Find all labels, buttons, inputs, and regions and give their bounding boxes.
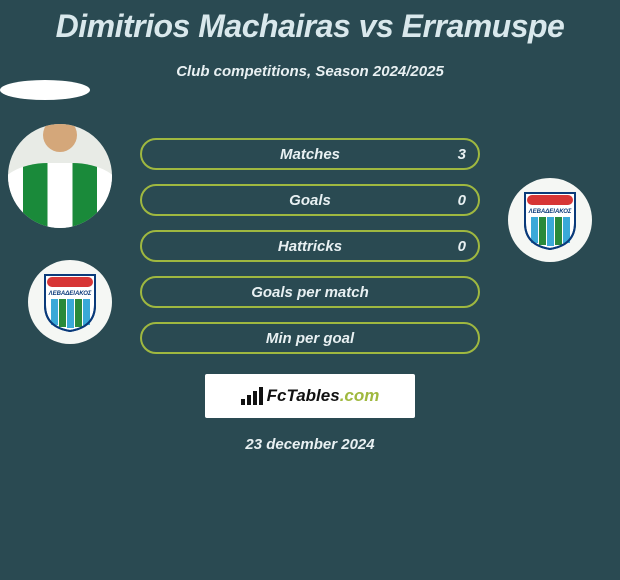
player2-avatar-placeholder <box>0 80 90 100</box>
brand-suffix: .com <box>340 386 380 405</box>
brand-prefix: FcTables <box>267 386 340 405</box>
bar-chart-icon <box>241 387 263 405</box>
stat-value-player1: 0 <box>458 192 466 209</box>
comparison-card: Dimitrios Machairas vs Erramuspe Club co… <box>0 0 620 453</box>
stat-label: Min per goal <box>266 330 354 347</box>
player2-club-badge: ΛΕΒΑΔΕΙΑΚΟΣ <box>508 178 592 262</box>
stat-row-goals: Goals 0 <box>140 184 480 216</box>
page-title: Dimitrios Machairas vs Erramuspe <box>0 0 620 45</box>
shield-icon: ΛΕΒΑΔΕΙΑΚΟΣ <box>41 271 99 333</box>
stat-row-min-per-goal: Min per goal <box>140 322 480 354</box>
stat-label: Matches <box>280 146 340 163</box>
player1-jersey <box>8 163 112 228</box>
shield-icon: ΛΕΒΑΔΕΙΑΚΟΣ <box>521 189 579 251</box>
stat-value-player1: 3 <box>458 146 466 163</box>
vs-separator: vs <box>359 8 394 44</box>
player2-name: Erramuspe <box>402 8 565 44</box>
stat-row-matches: Matches 3 <box>140 138 480 170</box>
watermark-badge: FcTables.com <box>205 374 415 418</box>
watermark-brand: FcTables.com <box>267 386 380 406</box>
date-label: 23 december 2024 <box>0 436 620 453</box>
stat-label: Goals per match <box>251 284 369 301</box>
stat-row-hattricks: Hattricks 0 <box>140 230 480 262</box>
stat-value-player1: 0 <box>458 238 466 255</box>
svg-text:ΛΕΒΑΔΕΙΑΚΟΣ: ΛΕΒΑΔΕΙΑΚΟΣ <box>528 209 572 215</box>
avatar-skin <box>43 124 77 152</box>
player1-avatar <box>8 124 112 228</box>
player1-club-badge: ΛΕΒΑΔΕΙΑΚΟΣ <box>28 260 112 344</box>
svg-text:ΛΕΒΑΔΕΙΑΚΟΣ: ΛΕΒΑΔΕΙΑΚΟΣ <box>48 291 92 297</box>
player1-name: Dimitrios Machairas <box>56 8 351 44</box>
stat-label: Goals <box>289 192 331 209</box>
subtitle: Club competitions, Season 2024/2025 <box>0 63 620 80</box>
stat-row-goals-per-match: Goals per match <box>140 276 480 308</box>
stat-label: Hattricks <box>278 238 342 255</box>
